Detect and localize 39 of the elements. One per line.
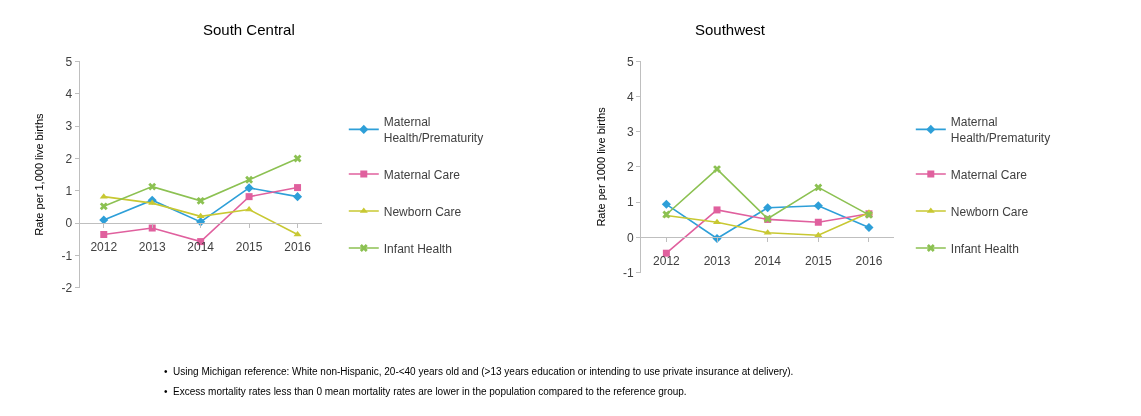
x-tick-label: 2015 bbox=[235, 239, 263, 254]
y-tick-label: 0 bbox=[65, 216, 73, 231]
x-tick-label: 2014 bbox=[187, 239, 215, 254]
x-tick-label: 2014 bbox=[754, 253, 782, 268]
y-tick-label: 4 bbox=[626, 89, 634, 104]
y-tick-label: 2 bbox=[626, 160, 634, 175]
legend-label: Newborn Care bbox=[950, 204, 1029, 219]
y-axis-title: Rate per 1000 live births bbox=[594, 106, 607, 227]
y-axis-title: Rate per 1,000 live births bbox=[33, 113, 46, 236]
x-tick-label: 2013 bbox=[703, 253, 731, 268]
y-tick-label: 3 bbox=[65, 119, 73, 134]
legend-label: Infant Health bbox=[950, 241, 1019, 256]
legend-label: Maternal Care bbox=[950, 167, 1028, 182]
y-tick-label: 2 bbox=[65, 151, 73, 166]
x-tick-label: 2012 bbox=[90, 239, 118, 254]
y-tick-label: 0 bbox=[626, 230, 634, 245]
legend-label: Newborn Care bbox=[383, 204, 462, 219]
x-tick-label: 2016 bbox=[855, 253, 883, 268]
y-tick-label: 5 bbox=[65, 54, 73, 69]
y-tick-label: -1 bbox=[622, 265, 634, 280]
x-tick-label: 2013 bbox=[138, 239, 166, 254]
chart-title: South Central bbox=[203, 21, 295, 38]
legend-label: Maternal Care bbox=[383, 167, 461, 182]
x-tick-label: 2012 bbox=[653, 253, 681, 268]
y-tick-label: 1 bbox=[65, 184, 73, 199]
y-tick-label: -2 bbox=[61, 281, 73, 296]
x-tick-label: 2016 bbox=[284, 239, 312, 254]
chart-title: Southwest bbox=[695, 21, 766, 38]
x-tick-label: 2015 bbox=[804, 253, 832, 268]
legend-label: Maternal Health/Prematurity bbox=[950, 115, 1051, 145]
y-tick-label: -1 bbox=[61, 248, 73, 263]
y-tick-label: 4 bbox=[65, 86, 73, 101]
text: • Using Michigan reference: White non-Hispanic, 20-<40 years old and (>13 years education or intending to use private insurance at delivery). bbox=[164, 366, 794, 377]
legend-label: Maternal Health/Prematurity bbox=[383, 115, 484, 145]
text: • Excess mortality rates less than 0 mean mortality rates are lower in the population compared to the reference group. bbox=[164, 386, 687, 397]
y-tick-label: 1 bbox=[626, 195, 634, 210]
legend-label: Infant Health bbox=[383, 241, 452, 256]
y-tick-label: 3 bbox=[626, 125, 634, 139]
y-tick-label: 5 bbox=[626, 54, 634, 69]
